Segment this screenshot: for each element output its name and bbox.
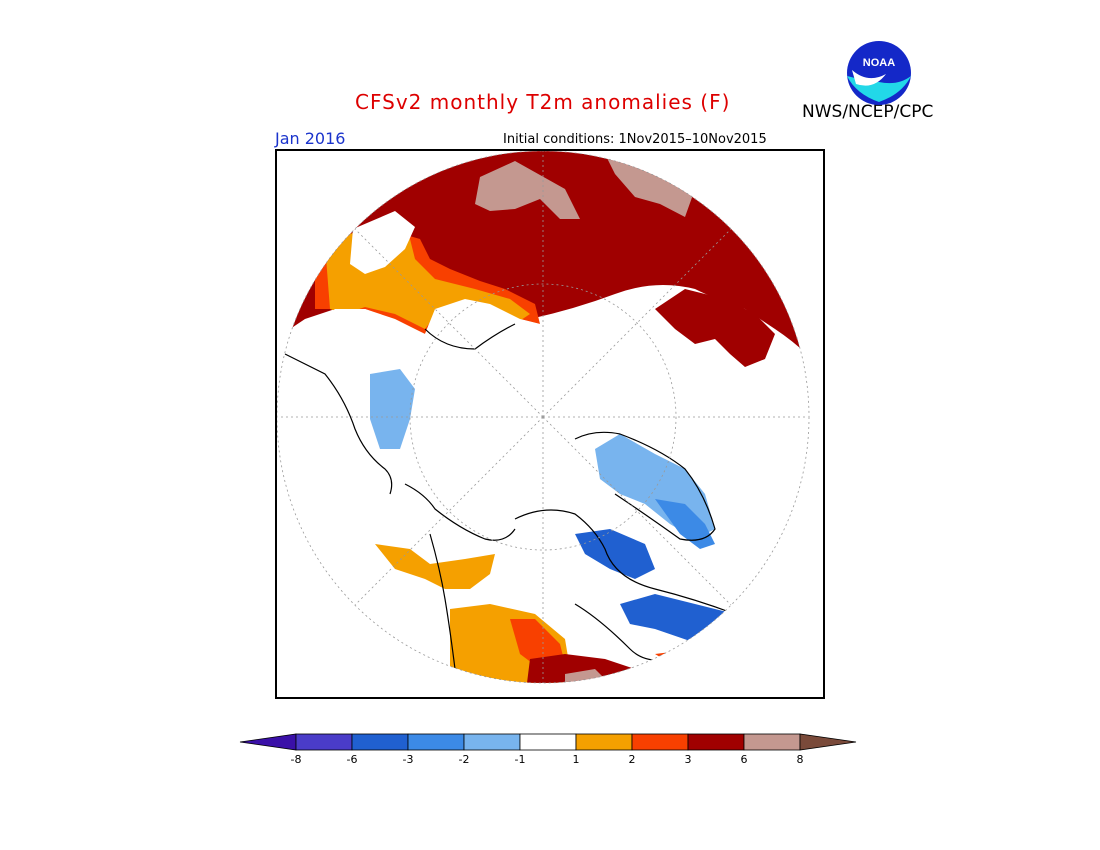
siberia-cold-region <box>370 369 415 449</box>
colorbar-segment <box>687 733 745 751</box>
colorbar-segment <box>295 733 353 751</box>
graticule <box>276 150 810 684</box>
colorbar-tick-label: -8 <box>291 753 302 766</box>
noaa-logo-text: NOAA <box>863 57 895 69</box>
colorbar-tick-label: 3 <box>685 753 692 766</box>
colorbar-tick-label: -1 <box>515 753 526 766</box>
greenland-deep-cold-region <box>655 499 715 549</box>
organization-label: NWS/NCEP/CPC <box>802 102 934 122</box>
siberia-peak-region <box>475 161 580 219</box>
initial-conditions: Initial conditions: 1Nov2015–10Nov2015 <box>503 132 767 147</box>
arctic-white-region <box>277 294 695 529</box>
colorbar-segment <box>631 733 689 751</box>
colorbar-tick-label: 1 <box>573 753 580 766</box>
colorbar-segment <box>519 733 577 751</box>
colorbar-tick-label: -6 <box>347 753 358 766</box>
colorbar-segment <box>463 733 521 751</box>
colorbar-tick-label: 6 <box>741 753 748 766</box>
scandinavia-white-region <box>350 211 415 274</box>
colorbar-tick-label: 8 <box>797 753 804 766</box>
colorbar-tick-label: -2 <box>459 753 470 766</box>
colorbar-segment <box>407 733 465 751</box>
colorbar-arrow-high <box>799 733 857 751</box>
anomaly-map <box>275 149 825 699</box>
colorbar-arrow-low <box>239 733 297 751</box>
chart-title: CFSv2 monthly T2m anomalies (F) <box>355 90 731 114</box>
colorbar-segment <box>743 733 801 751</box>
colorbar-segment <box>575 733 633 751</box>
noaa-logo: NOAA <box>847 41 911 105</box>
east-asia-warm-region <box>655 289 775 367</box>
canada-cold-region <box>575 529 655 579</box>
color-scale: -8 -6 -3 -2 -1 1 2 3 6 8 <box>239 733 857 766</box>
colorbar-segment <box>351 733 409 751</box>
forecast-month: Jan 2016 <box>275 129 346 148</box>
colorbar-tick-label: 2 <box>629 753 636 766</box>
colorbar-tick-label: -3 <box>403 753 414 766</box>
